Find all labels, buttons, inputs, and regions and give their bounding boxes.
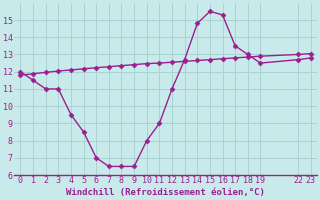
X-axis label: Windchill (Refroidissement éolien,°C): Windchill (Refroidissement éolien,°C) — [66, 188, 265, 197]
